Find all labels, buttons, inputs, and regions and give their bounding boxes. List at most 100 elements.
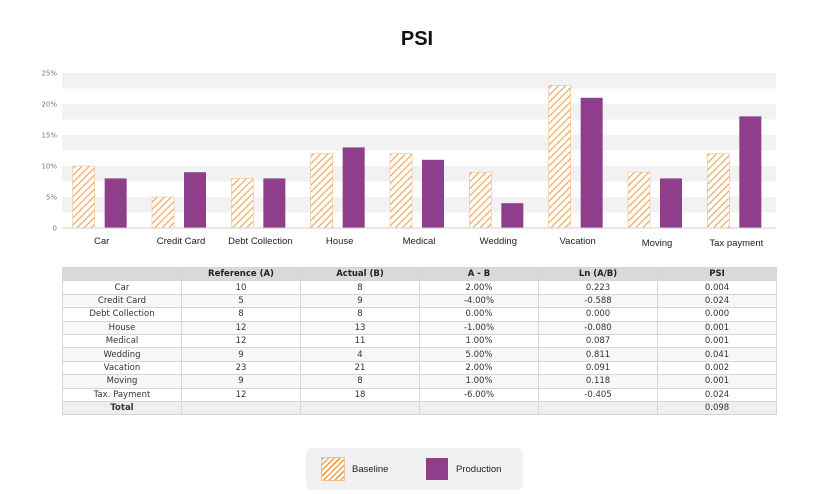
table-cell: 23 [181,360,301,376]
table-row: Medical 12 11 1.00% 0.087 0.001 [62,333,777,349]
table-cell: 8 [300,374,420,389]
table-cell: 21 [300,360,420,376]
table-total-row: Total 0.098 [62,400,777,416]
table-cell: 0.091 [538,360,658,376]
table-cell: 9 [181,374,301,389]
table-cell: 0.001 [657,320,777,335]
production-swatch [426,458,448,480]
table-cell: 0.001 [657,374,777,389]
x-tick-label: Medical [403,236,436,247]
x-tick-label: Wedding [480,236,517,247]
row-category: Medical [62,333,182,349]
legend-item-baseline: Baseline [321,457,389,481]
table-cell: 1.00% [419,333,539,349]
table-cell: -0.405 [538,387,658,402]
table-cell: 9 [300,293,420,309]
row-category: Moving [62,374,182,389]
table-cell: 1.00% [419,374,539,389]
psi-table: Reference (A) Actual (B) A - B Ln (A/B) … [62,266,777,416]
table-header-cell: PSI [657,266,777,282]
bar-chart: 0 5% 10% 15% 20% 25% Car Credit Card Debt Colle… [41,70,776,249]
table-row: Debt Collection 8 8 0.00% 0.000 0.000 [62,307,777,322]
y-tick-label: 0 [53,225,57,233]
table-cell: -6.00% [419,387,539,402]
table-row: Car 10 8 2.00% 0.223 0.004 [62,280,777,295]
bar-production-medical [422,159,444,228]
x-tick-label: Car [94,236,109,247]
table-cell: 0.000 [657,307,777,322]
grid-band [62,73,776,89]
table-header-cell: A - B [419,266,539,282]
table-cell: 2.00% [419,360,539,376]
table-row: Credit Card 5 9 -4.00% -0.588 0.024 [62,293,777,309]
chart-title: PSI [400,28,434,50]
table-cell: -0.080 [538,320,658,335]
row-category: Vacation [62,360,182,376]
x-tick-label: Tax payment [709,238,763,249]
row-category: House [62,320,182,335]
y-tick-label: 5% [46,194,57,202]
table-header-cell [62,266,182,282]
table-cell: 5.00% [419,347,539,362]
table-cell: 9 [181,347,301,362]
bar-baseline-debt-collection [231,178,254,229]
table-cell: 0.001 [657,333,777,349]
table-row: Wedding 9 4 5.00% 0.811 0.041 [62,347,777,362]
bar-baseline-wedding [469,171,492,229]
table-cell: 8 [300,307,420,322]
table-row: House 12 13 -1.00% -0.080 0.001 [62,320,777,335]
table-cell [538,400,658,416]
table-cell: 18 [300,387,420,402]
total-label: Total [62,400,182,416]
table-header-cell: Reference (A) [181,266,301,282]
table-cell: 10 [181,280,301,295]
table-cell: 0.024 [657,293,777,309]
table-cell [419,400,539,416]
table-cell: 8 [300,280,420,295]
row-category: Debt Collection [62,307,182,322]
legend-label-production: Production [456,463,502,475]
table-header-cell: Ln (A/B) [538,266,658,282]
grid-band [62,135,776,151]
y-tick-label: 15% [41,132,57,140]
x-tick-label: Debt Collection [228,236,292,247]
bar-baseline-car [72,165,95,229]
bar-production-vacation [580,97,603,228]
table-cell: 0.00% [419,307,539,322]
table-row: Moving 9 8 1.00% 0.118 0.001 [62,374,777,389]
y-tick-label: 25% [41,70,57,78]
bar-baseline-medical [389,153,413,229]
x-tick-label: Vacation [560,236,596,247]
bar-baseline-credit-card [151,196,175,229]
table-cell: 0.004 [657,280,777,295]
table-cell: -1.00% [419,320,539,335]
table-cell: 0.118 [538,374,658,389]
table-cell: 5 [181,293,301,309]
table-cell: -4.00% [419,293,539,309]
bar-production-wedding [501,203,524,228]
legend-item-production: Production [426,458,501,480]
table-cell [300,400,420,416]
table-cell: 12 [181,320,301,335]
table-cell [181,400,301,416]
bar-production-debt-collection [263,178,286,228]
table-header-row: Reference (A) Actual (B) A - B Ln (A/B) … [62,266,777,282]
table-cell: 8 [181,307,301,322]
total-psi-value: 0.098 [657,400,777,416]
chart-legend: Baseline Production [306,448,523,490]
table-row: Tax. Payment 12 18 -6.00% -0.405 0.024 [62,387,777,402]
bar-baseline-house [310,153,333,229]
bar-production-credit-card [184,172,206,228]
table-cell: -0.588 [538,293,658,309]
legend-label-baseline: Baseline [352,463,389,475]
table-cell: 0.811 [538,347,658,362]
row-category: Car [62,280,182,295]
bar-production-tax-payment [739,116,762,228]
table-cell: 13 [300,320,420,335]
table-cell: 0.041 [657,347,777,362]
table-cell: 11 [300,333,420,349]
y-tick-label: 20% [41,101,57,109]
bar-baseline-moving [627,171,651,229]
table-cell: 12 [181,333,301,349]
baseline-swatch [321,457,345,481]
